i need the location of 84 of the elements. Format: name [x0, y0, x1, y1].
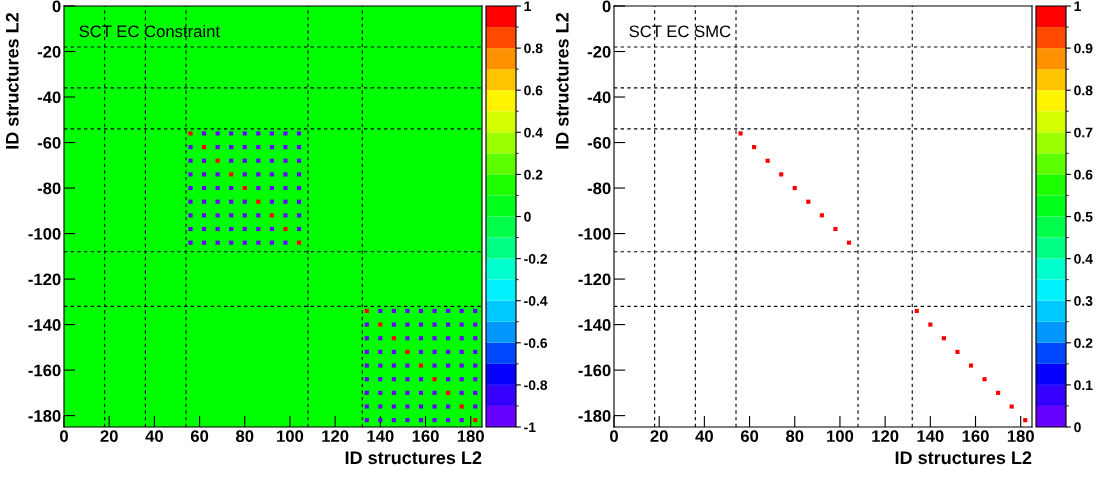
- color-bar-label: 0.3: [1074, 296, 1093, 306]
- x-tick-label: 40: [145, 430, 163, 443]
- color-bar-label: 0.6: [524, 85, 543, 96]
- color-bar-label: 0.7: [1074, 127, 1093, 138]
- color-bar-label: 0.1: [1074, 380, 1093, 391]
- point: [928, 322, 933, 327]
- y-tick-label: -100: [578, 227, 611, 240]
- color-bar-label: 0: [1074, 422, 1081, 433]
- color-bar-label: 0.2: [524, 169, 543, 180]
- point: [846, 240, 852, 245]
- color-bar-label: -0.6: [524, 338, 548, 348]
- color-bar-label: -1: [524, 422, 536, 433]
- y-tick-label: -60: [587, 136, 611, 149]
- y-axis-title: ID structures L2: [555, 13, 569, 149]
- point: [1009, 404, 1014, 409]
- y-tick-label: -80: [37, 182, 61, 195]
- color-bar-label: 0.8: [524, 43, 543, 54]
- y-tick-label: -120: [28, 273, 61, 286]
- x-tick-label: 180: [457, 430, 484, 443]
- y-tick-label: -140: [28, 319, 61, 331]
- y-tick-label: 0: [52, 0, 61, 13]
- y-tick-label: -140: [578, 319, 611, 331]
- point: [914, 308, 919, 314]
- point: [982, 377, 987, 382]
- color-bar-label: 1: [1074, 1, 1081, 12]
- point: [941, 336, 946, 341]
- y-axis-title: ID structures L2: [5, 13, 19, 149]
- point: [792, 185, 797, 191]
- y-tick-label: -40: [37, 91, 61, 104]
- point: [955, 349, 960, 354]
- y-tick-label: -160: [28, 364, 61, 377]
- x-tick-label: 20: [100, 430, 118, 443]
- x-tick-label: 140: [367, 430, 394, 443]
- annotation: SCT EC SMC: [629, 25, 731, 38]
- color-bar-label: -0.2: [524, 253, 548, 264]
- color-bar-label: 0.2: [1074, 338, 1093, 348]
- color-bar-label: -0.8: [524, 380, 548, 391]
- point: [996, 390, 1001, 395]
- y-tick-label: -180: [578, 410, 611, 422]
- point: [806, 199, 811, 204]
- y-tick-label: -160: [578, 364, 611, 377]
- x-tick-label: 160: [412, 430, 439, 443]
- point: [968, 363, 974, 368]
- y-tick-label: -100: [28, 227, 61, 240]
- y-tick-label: -180: [28, 410, 61, 422]
- point: [765, 158, 770, 163]
- color-bar-label: 0.6: [1074, 169, 1093, 180]
- x-tick-label: 20: [650, 430, 668, 443]
- x-tick-label: 80: [236, 430, 254, 443]
- x-tick-label: 60: [190, 430, 209, 443]
- y-tick-label: -120: [578, 273, 611, 286]
- color-bar-label: 0.8: [1074, 85, 1093, 96]
- color-bar-label: 1: [524, 1, 531, 12]
- annotation: SCT EC Constraint: [79, 24, 220, 38]
- y-tick-label: -80: [587, 182, 611, 195]
- color-bar-label: 0.4: [1074, 253, 1093, 264]
- x-tick-label: 140: [917, 430, 944, 443]
- x-tick-label: 80: [786, 430, 804, 443]
- point: [752, 145, 757, 150]
- point: [833, 226, 838, 232]
- y-tick-label: -20: [37, 45, 61, 58]
- point: [779, 172, 784, 177]
- color-bar-label: 0.5: [1074, 211, 1093, 222]
- x-axis-title: ID structures L2: [895, 451, 1032, 465]
- color-bar-label: 0.9: [1074, 43, 1093, 54]
- x-axis-title: ID structures L2: [345, 451, 482, 465]
- y-tick-label: -20: [587, 45, 611, 58]
- x-tick-label: 120: [872, 430, 899, 443]
- x-tick-label: 120: [322, 430, 349, 443]
- y-tick-label: 0: [602, 0, 611, 13]
- point: [819, 213, 824, 218]
- x-tick-label: 100: [827, 430, 854, 443]
- x-tick-label: 100: [277, 430, 304, 443]
- color-bar-label: -0.4: [524, 296, 548, 306]
- x-tick-label: 60: [740, 430, 759, 443]
- x-tick-label: 180: [1007, 430, 1034, 443]
- y-tick-label: -60: [37, 136, 61, 149]
- y-tick-label: -40: [587, 91, 611, 104]
- point: [1023, 418, 1028, 423]
- color-bar-label: 0: [524, 211, 531, 222]
- point: [738, 131, 743, 136]
- x-tick-label: 40: [695, 430, 713, 443]
- x-tick-label: 160: [962, 430, 989, 443]
- color-bar-label: 0.4: [524, 127, 543, 138]
